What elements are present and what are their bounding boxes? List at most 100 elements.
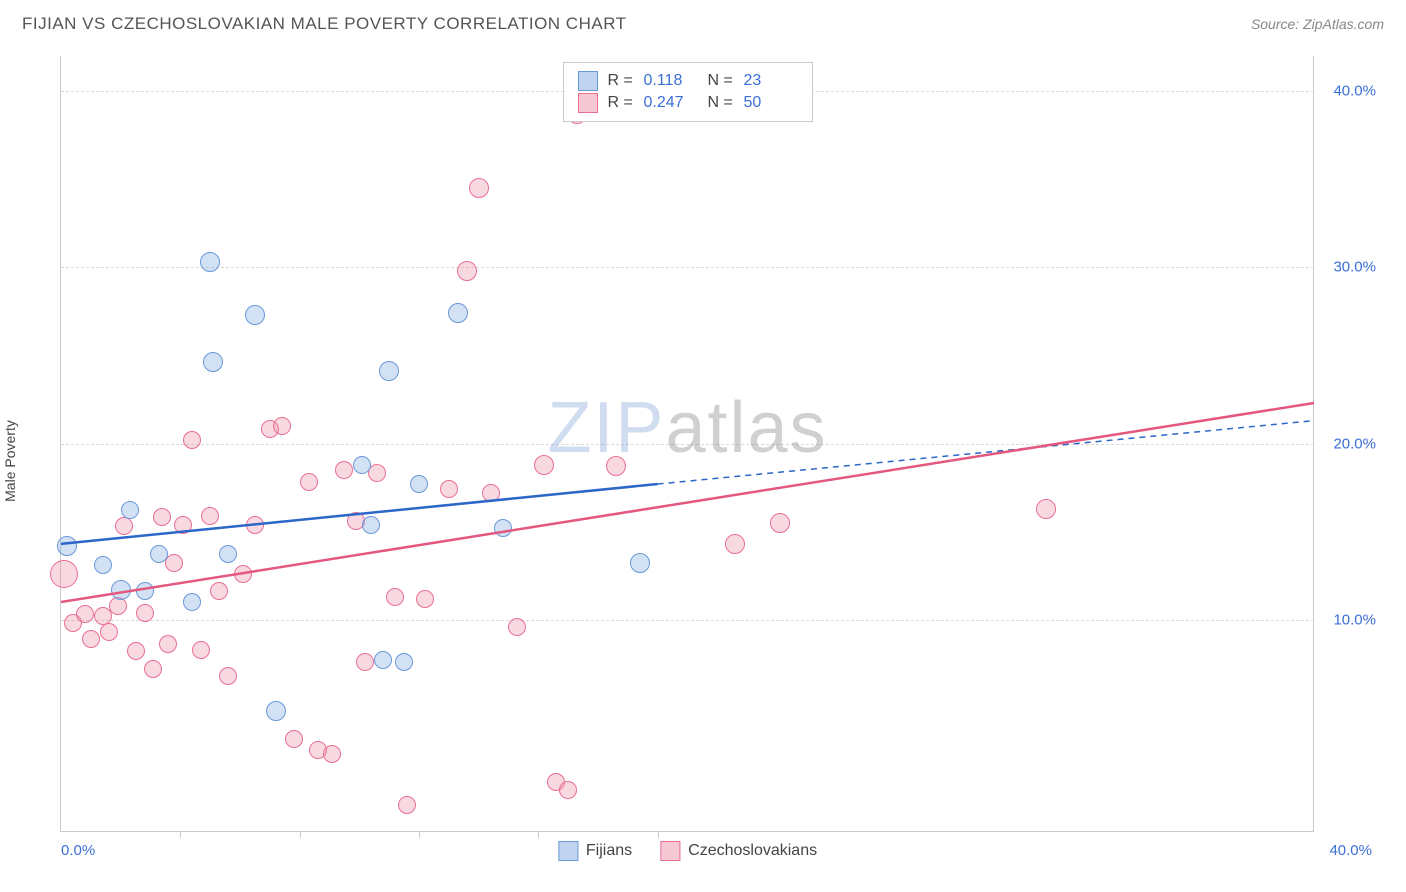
scatter-point-czech <box>606 456 626 476</box>
scatter-point-fijians <box>219 545 237 563</box>
y-tick-label: 10.0% <box>1333 611 1376 628</box>
scatter-point-czech <box>273 417 291 435</box>
x-tick <box>538 831 539 838</box>
legend-swatch <box>558 841 578 861</box>
scatter-point-czech <box>559 781 577 799</box>
y-tick-label: 40.0% <box>1333 83 1376 100</box>
gridline <box>61 267 1314 268</box>
gridline <box>61 620 1314 621</box>
scatter-point-czech <box>201 507 219 525</box>
legend-swatch <box>660 841 680 861</box>
scatter-point-czech <box>136 604 154 622</box>
scatter-point-fijians <box>448 303 468 323</box>
chart-header: FIJIAN VS CZECHOSLOVAKIAN MALE POVERTY C… <box>0 0 1406 44</box>
scatter-point-czech <box>183 431 201 449</box>
legend-n-value: 23 <box>744 72 798 90</box>
scatter-point-czech <box>457 261 477 281</box>
scatter-point-czech <box>356 653 374 671</box>
watermark: ZIPatlas <box>547 387 827 469</box>
legend-n-label: N = <box>708 72 734 90</box>
scatter-point-czech <box>246 516 264 534</box>
scatter-point-czech <box>153 508 171 526</box>
scatter-point-czech <box>508 618 526 636</box>
scatter-point-fijians <box>203 352 223 372</box>
scatter-point-czech <box>770 513 790 533</box>
scatter-point-czech <box>144 660 162 678</box>
scatter-point-czech <box>482 484 500 502</box>
scatter-point-fijians <box>494 519 512 537</box>
scatter-point-fijians <box>266 701 286 721</box>
scatter-point-czech <box>76 605 94 623</box>
scatter-point-czech <box>192 641 210 659</box>
scatter-point-czech <box>127 642 145 660</box>
series-legend: Fijians Czechoslovakians <box>558 841 817 861</box>
legend-r-label: R = <box>608 94 634 112</box>
x-axis-label: 0.0% <box>61 842 95 859</box>
scatter-point-czech <box>725 534 745 554</box>
scatter-point-fijians <box>374 651 392 669</box>
scatter-point-fijians <box>630 553 650 573</box>
scatter-point-czech <box>469 178 489 198</box>
chart-area: Male Poverty ZIPatlas R =0.118N =23R =0.… <box>22 48 1384 874</box>
scatter-point-fijians <box>395 653 413 671</box>
scatter-point-fijians <box>200 252 220 272</box>
scatter-point-czech <box>398 796 416 814</box>
legend-r-label: R = <box>608 72 634 90</box>
scatter-point-czech <box>1036 499 1056 519</box>
scatter-point-fijians <box>94 556 112 574</box>
scatter-point-fijians <box>362 516 380 534</box>
scatter-point-czech <box>440 480 458 498</box>
legend-row: R = 0.118 N = 23 <box>578 71 798 91</box>
scatter-point-fijians <box>136 582 154 600</box>
correlation-legend: R = 0.118 N = 23 R = 0.247 N = 50 <box>563 62 813 122</box>
legend-n-label: N = <box>708 94 734 112</box>
plot-region: ZIPatlas R =0.118N =23R =0.247N =50 Fiji… <box>60 56 1314 832</box>
scatter-point-czech <box>100 623 118 641</box>
scatter-point-czech <box>210 582 228 600</box>
chart-source: Source: ZipAtlas.com <box>1251 16 1384 32</box>
gridline <box>61 444 1314 445</box>
scatter-point-fijians <box>410 475 428 493</box>
chart-title: FIJIAN VS CZECHOSLOVAKIAN MALE POVERTY C… <box>22 14 627 34</box>
y-tick-label: 30.0% <box>1333 259 1376 276</box>
scatter-point-czech <box>234 565 252 583</box>
legend-n-value: 50 <box>744 94 798 112</box>
scatter-point-czech <box>534 455 554 475</box>
legend-r-value: 0.247 <box>644 94 698 112</box>
scatter-point-czech <box>174 516 192 534</box>
legend-swatch <box>578 93 598 113</box>
scatter-point-czech <box>82 630 100 648</box>
scatter-point-fijians <box>379 361 399 381</box>
legend-label: Fijians <box>586 842 632 860</box>
scatter-point-czech <box>386 588 404 606</box>
scatter-point-czech <box>416 590 434 608</box>
watermark-part2: atlas <box>665 388 827 468</box>
y-axis-label: Male Poverty <box>2 420 18 502</box>
legend-item: Czechoslovakians <box>660 841 817 861</box>
x-tick <box>419 831 420 838</box>
x-axis-label: 40.0% <box>1329 842 1372 859</box>
scatter-point-czech <box>335 461 353 479</box>
legend-r-value: 0.118 <box>644 72 698 90</box>
scatter-point-fijians <box>121 501 139 519</box>
scatter-point-fijians <box>150 545 168 563</box>
scatter-point-czech <box>50 560 78 588</box>
watermark-part1: ZIP <box>547 388 665 468</box>
x-tick <box>658 831 659 838</box>
scatter-point-fijians <box>183 593 201 611</box>
legend-item: Fijians <box>558 841 632 861</box>
y-tick-label: 20.0% <box>1333 435 1376 452</box>
scatter-point-czech <box>323 745 341 763</box>
x-tick <box>180 831 181 838</box>
scatter-point-fijians <box>111 580 131 600</box>
scatter-point-czech <box>300 473 318 491</box>
scatter-point-czech <box>219 667 237 685</box>
legend-swatch <box>578 71 598 91</box>
legend-row: R = 0.247 N = 50 <box>578 93 798 113</box>
legend-label: Czechoslovakians <box>688 842 817 860</box>
x-tick <box>300 831 301 838</box>
scatter-point-czech <box>115 517 133 535</box>
scatter-point-czech <box>285 730 303 748</box>
scatter-point-fijians <box>353 456 371 474</box>
scatter-point-fijians <box>57 536 77 556</box>
